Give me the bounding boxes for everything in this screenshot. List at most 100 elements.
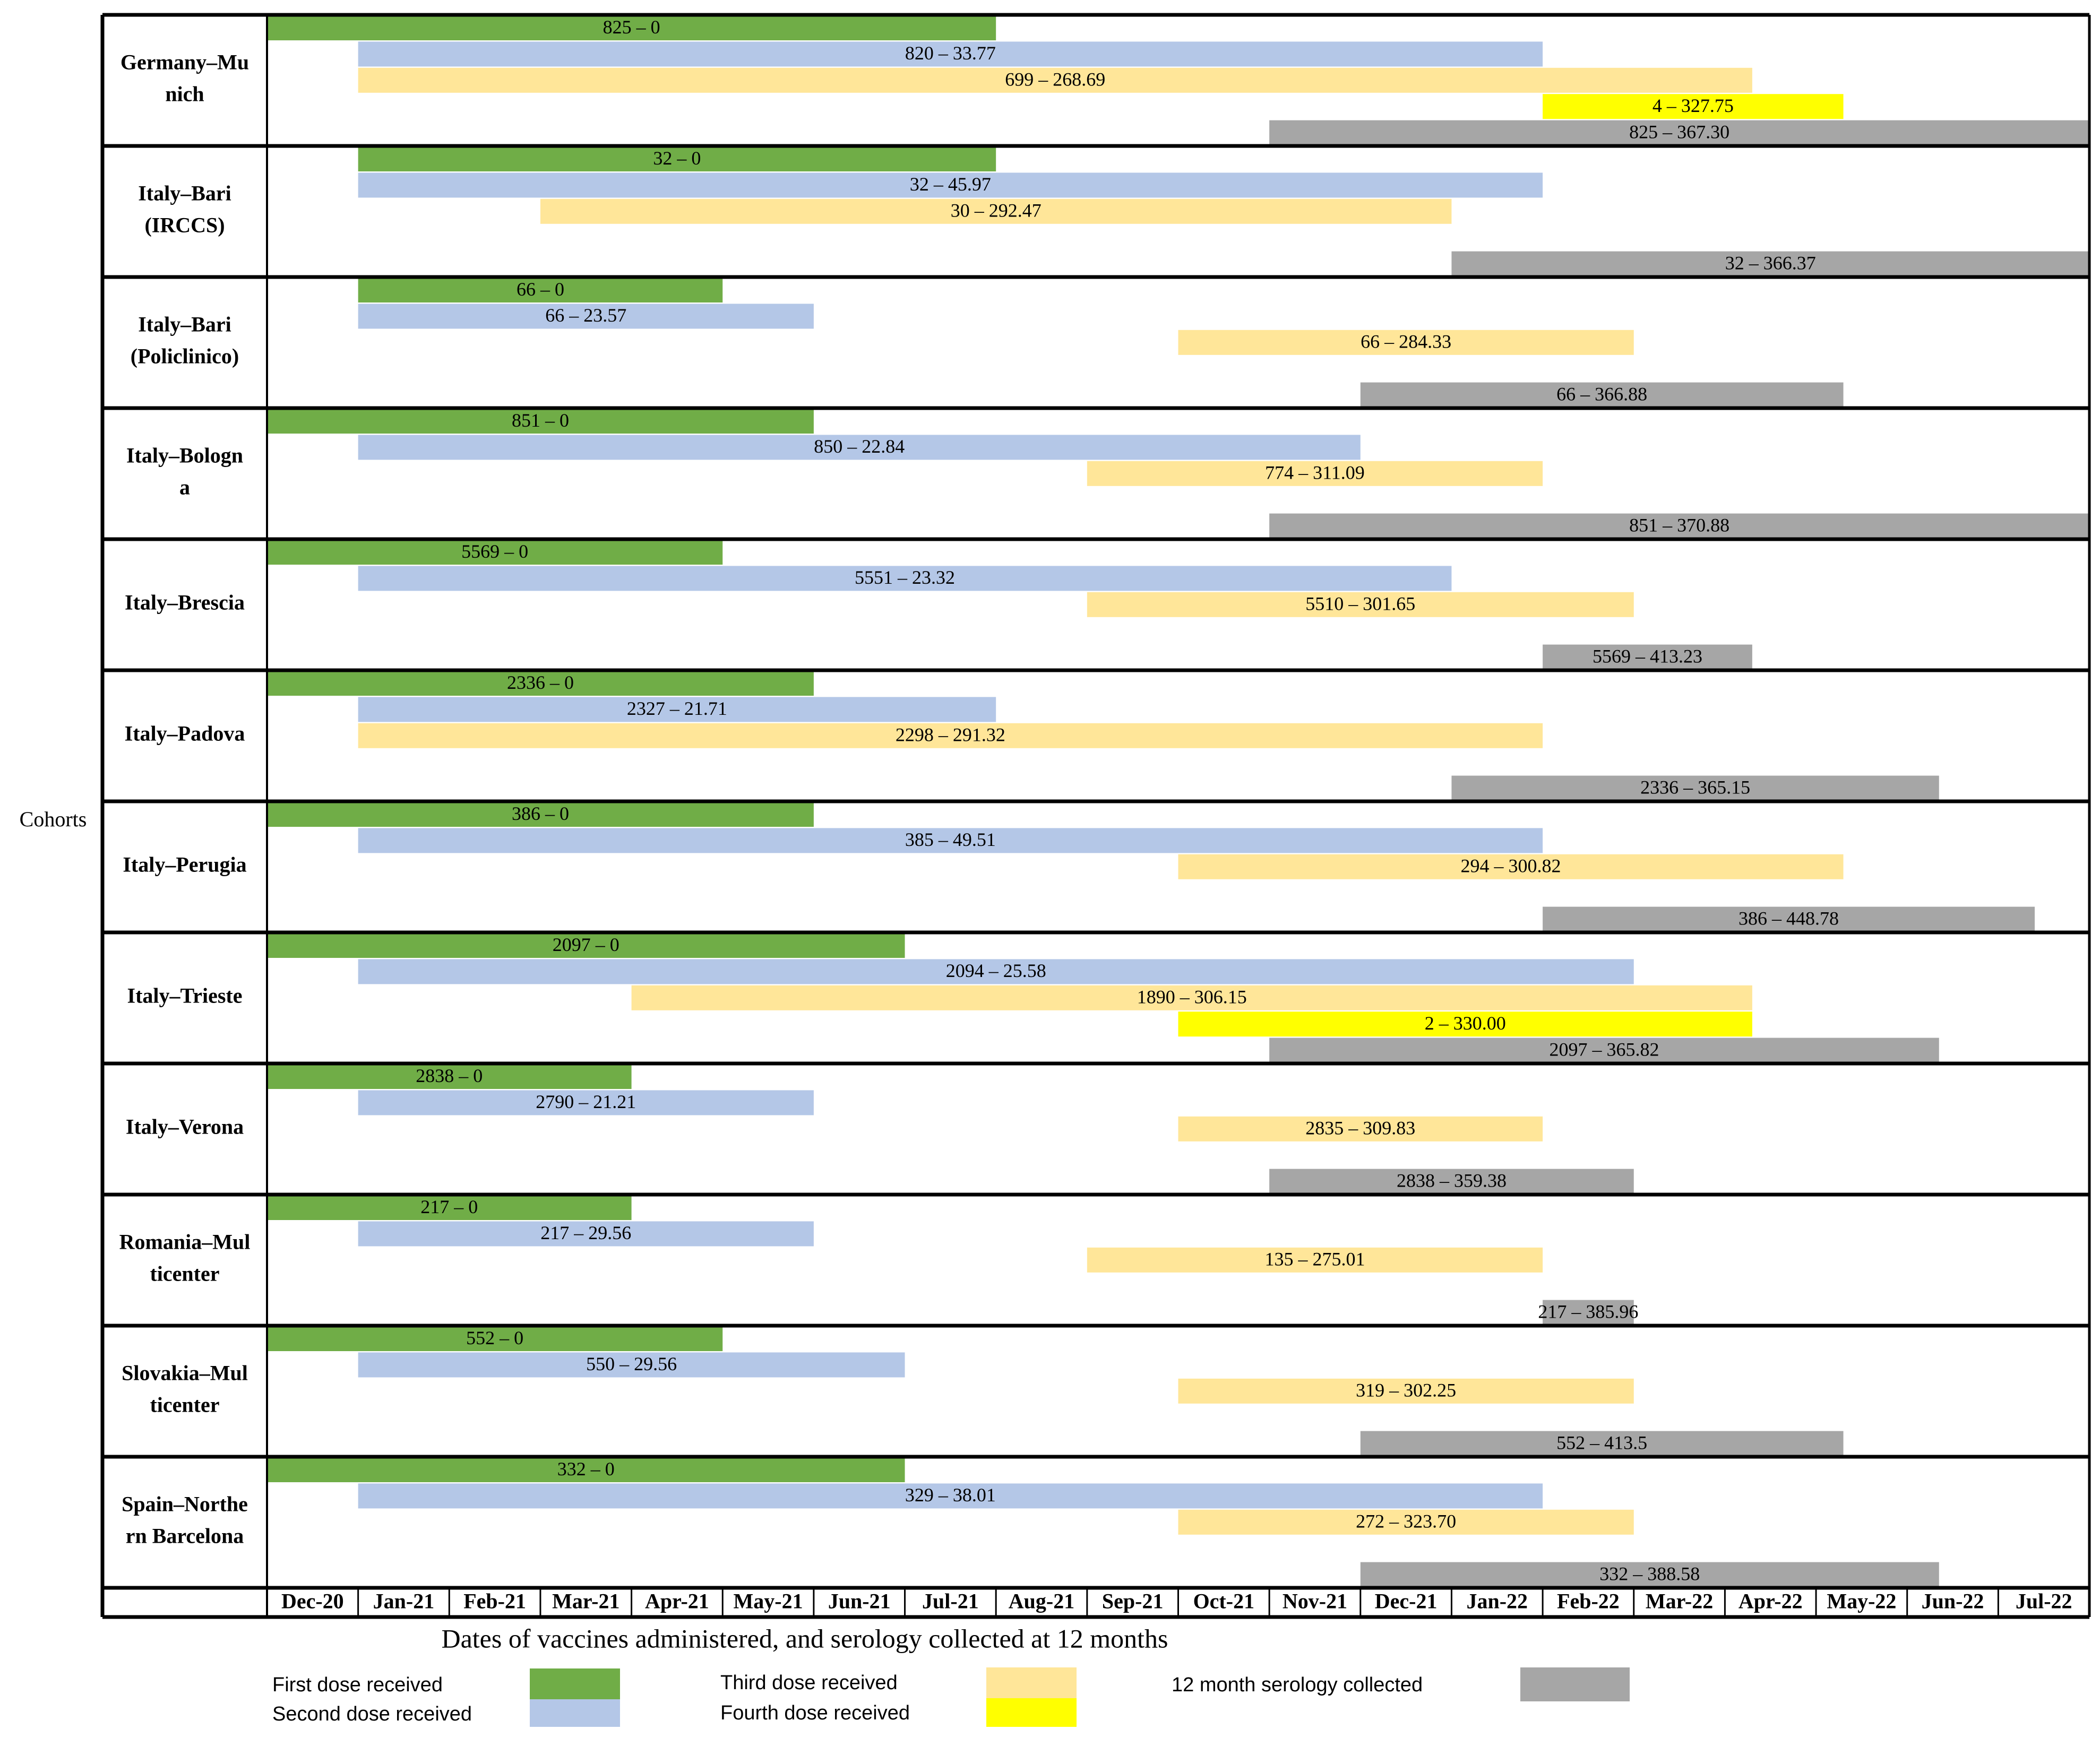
bar-label-second-11: 329 – 38.01 <box>905 1484 996 1506</box>
bar-label-second-9: 217 – 29.56 <box>540 1222 631 1243</box>
bar-label-second-0: 820 – 33.77 <box>905 42 996 64</box>
bar-serology-3-3 <box>1269 513 2089 539</box>
legend-swatch-second <box>530 1699 620 1727</box>
bar-first-6-0 <box>267 802 814 827</box>
bar-label-serology-11: 332 – 388.58 <box>1599 1563 1700 1584</box>
cohort-label-10: Slovakia–Mul ticenter <box>122 1361 248 1417</box>
bar-label-serology-3: 851 – 370.88 <box>1629 514 1729 535</box>
bar-third-4-2 <box>1087 592 1634 617</box>
bar-second-8-1 <box>358 1090 814 1116</box>
bar-label-third-5: 2298 – 291.32 <box>896 724 1005 746</box>
bar-label-serology-2: 66 – 366.88 <box>1556 383 1647 404</box>
bar-label-serology-0: 825 – 367.30 <box>1629 121 1729 142</box>
bar-third-1-2 <box>540 198 1452 224</box>
bar-first-7-0 <box>267 933 905 958</box>
month-label-3: Mar-21 <box>552 1589 619 1613</box>
bar-serology-10-3 <box>1360 1431 1844 1456</box>
bar-first-9-0 <box>267 1195 632 1220</box>
bar-second-5-1 <box>358 697 996 722</box>
bar-second-3-1 <box>358 435 1361 460</box>
month-label-10: Oct-21 <box>1193 1589 1255 1613</box>
bar-label-serology-9: 217 – 385.96 <box>1538 1301 1638 1322</box>
bar-second-0-1 <box>358 41 1543 67</box>
month-label-5: May-21 <box>734 1589 803 1613</box>
bar-label-fourth-7: 2 – 330.00 <box>1425 1013 1506 1034</box>
grid-lines <box>100 13 2091 1619</box>
bar-second-4-1 <box>358 566 1452 591</box>
bar-label-third-0: 699 – 268.69 <box>1005 69 1105 90</box>
bar-label-third-7: 1890 – 306.15 <box>1137 987 1247 1008</box>
bar-label-first-11: 332 – 0 <box>557 1458 615 1480</box>
month-label-14: Feb-22 <box>1557 1589 1620 1613</box>
bar-label-first-10: 552 – 0 <box>466 1327 523 1348</box>
bar-serology-8-3 <box>1269 1169 1634 1194</box>
bar-serology-6-3 <box>1543 906 2035 932</box>
bar-label-second-4: 5551 – 23.32 <box>855 567 955 588</box>
bar-serology-4-3 <box>1543 644 1752 670</box>
bar-label-fourth-0: 4 – 327.75 <box>1653 95 1734 116</box>
bar-label-first-7: 2097 – 0 <box>553 934 619 955</box>
cohort-label-6: Italy–Perugia <box>123 853 246 877</box>
month-label-0: Dec-20 <box>281 1589 344 1613</box>
bar-label-second-6: 385 – 49.51 <box>905 829 996 850</box>
cohort-label-5: Italy–Padova <box>125 722 245 746</box>
month-labels-layer: Dec-20 Jan-21 Feb-21 Mar-21 Apr-21 May-21 Jun-… <box>281 1589 2072 1613</box>
bar-label-first-8: 2838 – 0 <box>416 1065 483 1086</box>
bar-label-third-10: 319 – 302.25 <box>1356 1380 1456 1401</box>
bar-first-5-0 <box>267 671 814 696</box>
cohort-label-2: Italy–Bari (Policlinico) <box>131 313 239 368</box>
bar-third-5-2 <box>358 723 1543 748</box>
cohort-label-4: Italy–Brescia <box>125 591 245 615</box>
bar-second-1-1 <box>358 172 1543 198</box>
cohort-label-9: Romania–Mul ticenter <box>119 1230 251 1286</box>
bar-label-second-10: 550 – 29.56 <box>586 1353 677 1374</box>
bar-label-second-3: 850 – 22.84 <box>814 436 905 457</box>
cohort-label-3: Italy–Bologn a <box>126 444 243 499</box>
cohort-label-0: Germany–Mu nich <box>121 50 249 106</box>
bar-label-second-5: 2327 – 21.71 <box>627 698 727 719</box>
x-axis-title: Dates of vaccines administered, and sero… <box>441 1623 1168 1653</box>
bar-second-7-1 <box>358 959 1634 984</box>
bar-fourth-7-3 <box>1178 1011 1752 1037</box>
cohort-labels-layer: Germany–Mu nich Italy–Bari (IRCCS) Italy–Bar… <box>119 50 251 1548</box>
bar-label-second-2: 66 – 23.57 <box>545 305 626 326</box>
bar-fourth-0-3 <box>1543 94 1844 119</box>
legend-swatch-third <box>986 1667 1077 1698</box>
bar-label-first-5: 2336 – 0 <box>507 672 574 693</box>
bar-label-third-3: 774 – 311.09 <box>1265 462 1365 483</box>
bar-second-10-1 <box>358 1352 905 1378</box>
bar-label-serology-4: 5569 – 413.23 <box>1593 645 1702 667</box>
cohort-label-1: Italy–Bari (IRCCS) <box>138 181 231 237</box>
legend-swatch-serology <box>1520 1667 1630 1701</box>
month-label-13: Jan-22 <box>1466 1589 1528 1613</box>
bar-label-serology-8: 2838 – 359.38 <box>1397 1170 1507 1191</box>
month-label-4: Apr-21 <box>645 1589 709 1613</box>
legend-label-serology: 12 month serology collected <box>1172 1674 1423 1696</box>
bar-label-third-9: 135 – 275.01 <box>1264 1249 1365 1270</box>
bar-third-11-2 <box>1178 1509 1634 1535</box>
bar-serology-7-4 <box>1269 1037 1939 1063</box>
bar-third-10-2 <box>1178 1378 1634 1404</box>
bar-labels-layer: 825 – 0 820 – 33.77 699 – 268.69 4 – 327.75… <box>416 16 1839 1585</box>
bar-first-2-0 <box>358 278 723 302</box>
bar-first-1-0 <box>358 146 996 171</box>
bar-first-0-0 <box>267 15 996 40</box>
cohort-label-7: Italy–Trieste <box>127 984 243 1008</box>
cohort-label-11: Spain–Northe rn Barcelona <box>122 1492 248 1548</box>
bar-label-serology-1: 32 – 366.37 <box>1725 252 1816 273</box>
legend-label-second: Second dose received <box>272 1703 472 1725</box>
bars-layer <box>267 15 2089 1587</box>
month-label-15: Mar-22 <box>1646 1589 1713 1613</box>
bar-label-serology-10: 552 – 413.5 <box>1556 1432 1647 1453</box>
bar-label-third-2: 66 – 284.33 <box>1361 331 1451 352</box>
bar-second-11-1 <box>358 1483 1543 1509</box>
month-label-9: Sep-21 <box>1102 1589 1164 1613</box>
bar-first-3-0 <box>267 409 814 434</box>
month-label-1: Jan-21 <box>373 1589 435 1613</box>
bar-serology-1-3 <box>1451 251 2089 276</box>
bar-label-serology-5: 2336 – 365.15 <box>1640 776 1750 798</box>
bar-label-first-9: 217 – 0 <box>420 1196 478 1217</box>
bar-label-second-7: 2094 – 25.58 <box>946 960 1046 981</box>
month-label-17: May-22 <box>1827 1589 1896 1613</box>
